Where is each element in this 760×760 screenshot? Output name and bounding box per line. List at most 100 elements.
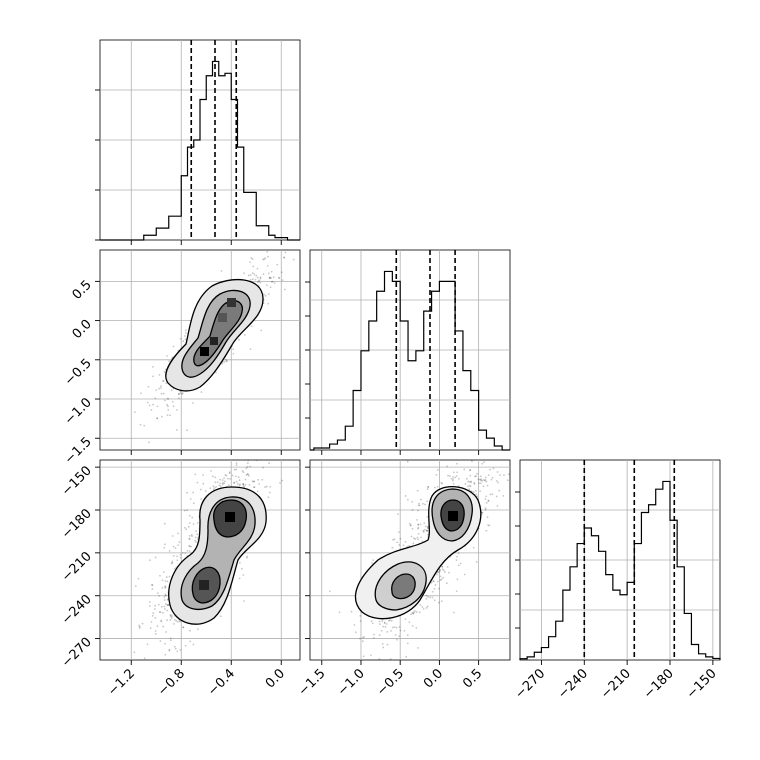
scatter-point: [154, 630, 157, 632]
scatter-point: [249, 278, 252, 281]
scatter-point: [483, 461, 485, 463]
scatter-point: [439, 575, 442, 578]
scatter-point: [175, 428, 178, 431]
scatter-point: [463, 573, 466, 576]
histogram-outline: [310, 270, 510, 451]
scatter-point: [148, 441, 150, 444]
scatter-point: [432, 580, 435, 582]
scatter-point: [221, 362, 224, 365]
scatter-point: [482, 479, 485, 481]
scatter-point: [491, 493, 494, 496]
scatter-point: [181, 551, 184, 554]
scatter-point: [399, 629, 402, 632]
scatter-point: [164, 593, 167, 596]
scatter-point: [235, 464, 238, 467]
scatter-point: [410, 613, 412, 616]
param-2-histogram-panel: [309, 249, 511, 451]
scatter-point: [440, 481, 443, 484]
scatter-point: [232, 352, 235, 355]
scatter-point: [150, 409, 153, 411]
scatter-point: [404, 540, 407, 543]
scatter-point: [283, 256, 285, 259]
scatter-point: [164, 543, 166, 546]
scatter-point: [134, 585, 137, 587]
density-contours: [165, 278, 264, 392]
scatter-point: [438, 587, 440, 590]
scatter-point: [246, 465, 249, 468]
scatter-point: [228, 471, 231, 473]
scatter-point: [188, 522, 191, 524]
scatter-point: [398, 626, 401, 628]
scatter-point: [214, 481, 217, 484]
scatter-point: [408, 522, 411, 525]
scatter-point: [417, 532, 420, 535]
scatter-point: [452, 478, 454, 480]
scatter-point: [167, 397, 170, 400]
scatter-point: [426, 500, 429, 503]
scatter-point: [373, 633, 375, 636]
scatter-point: [233, 456, 235, 458]
scatter-point: [185, 528, 188, 531]
scatter-point: [439, 570, 441, 573]
scatter-point: [411, 527, 414, 530]
scatter-point: [242, 574, 245, 576]
scatter-point: [383, 622, 386, 625]
scatter-point: [406, 642, 409, 645]
scatter-point: [169, 414, 171, 417]
scatter-point: [482, 457, 484, 459]
scatter-point: [223, 477, 226, 479]
scatter-point: [281, 279, 284, 282]
scatter-point: [262, 273, 265, 275]
scatter-point: [411, 611, 414, 614]
scatter-point: [420, 536, 422, 539]
scatter-point: [256, 276, 259, 279]
scatter-point: [396, 638, 398, 641]
scatter-point: [150, 621, 153, 623]
scatter-point: [238, 454, 240, 456]
scatter-point: [183, 526, 186, 529]
y-tick-label: −1.0: [62, 395, 95, 428]
scatter-point: [196, 522, 199, 524]
scatter-point: [197, 628, 199, 631]
scatter-point: [143, 424, 146, 427]
scatter-point: [412, 542, 415, 545]
scatter-point: [192, 402, 194, 404]
axis-ticks: [95, 89, 714, 665]
scatter-point: [431, 596, 434, 599]
scatter-point: [143, 657, 146, 660]
scatter-point: [227, 477, 229, 480]
scatter-point: [156, 625, 159, 628]
scatter-point: [262, 258, 264, 261]
scatter-point: [477, 478, 480, 481]
scatter-point: [255, 453, 257, 455]
scatter-point: [169, 639, 172, 642]
scatter-point: [241, 470, 244, 472]
scatter-point: [179, 337, 182, 340]
density-peak: [199, 580, 209, 590]
scatter-point: [190, 545, 192, 548]
contour-inner-lower: [391, 573, 416, 600]
scatter-point: [164, 653, 167, 656]
histogram-outline: [100, 60, 300, 241]
scatter-point: [381, 620, 384, 623]
scatter-point: [464, 483, 467, 485]
scatter-point: [156, 405, 159, 408]
scatter-point: [456, 471, 459, 474]
scatter-point: [469, 474, 472, 477]
scatter-point: [224, 474, 227, 476]
scatter-point: [215, 371, 217, 374]
scatter-point: [431, 590, 434, 593]
scatter-point: [433, 599, 436, 602]
x-tick-label: −0.8: [155, 666, 188, 699]
scatter-point: [267, 302, 270, 305]
scatter-point: [161, 380, 164, 383]
scatter-point: [492, 467, 495, 470]
scatter-point: [163, 605, 166, 608]
scatter-point: [158, 611, 161, 613]
scatter-point: [186, 509, 188, 512]
scatter-point: [413, 610, 416, 612]
scatter-point: [478, 482, 480, 485]
scatter-point: [485, 529, 488, 532]
scatter-point: [267, 496, 270, 499]
